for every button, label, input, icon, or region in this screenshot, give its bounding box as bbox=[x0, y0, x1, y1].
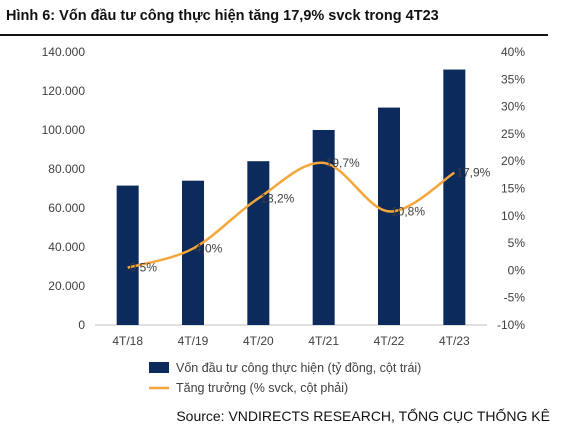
growth-point-label: 17,9% bbox=[456, 166, 490, 180]
bar bbox=[182, 180, 204, 325]
left-tick-label: 40.000 bbox=[48, 240, 85, 254]
left-tick-label: 100.000 bbox=[42, 123, 86, 137]
right-tick-label: 40% bbox=[501, 45, 525, 59]
right-tick-label: 30% bbox=[501, 100, 525, 114]
right-axis: -10% -5% 0% 5% 10% 15% 20% 25% 30% 35% 40% bbox=[497, 45, 525, 332]
left-tick-label: 140.000 bbox=[42, 45, 86, 59]
left-tick-label: 120.000 bbox=[42, 84, 86, 98]
growth-point-label: 13,2% bbox=[260, 191, 294, 205]
growth-point-label: 4,0% bbox=[195, 242, 223, 256]
bar bbox=[378, 107, 400, 325]
right-tick-label: 35% bbox=[501, 72, 525, 86]
category-labels: 4T/18 4T/19 4T/20 4T/21 4T/22 4T/23 bbox=[112, 334, 470, 348]
bar bbox=[443, 69, 466, 325]
growth-point-label: 0,5% bbox=[130, 261, 158, 275]
growth-point-label: 10,8% bbox=[391, 204, 425, 218]
title-rule bbox=[0, 34, 548, 36]
growth-point-label: 19,7% bbox=[326, 156, 360, 170]
left-axis: 0 20.000 40.000 60.000 80.000 100.000 120.000 1… bbox=[42, 45, 86, 332]
growth-line bbox=[127, 161, 456, 269]
category-label: 4T/23 bbox=[439, 334, 470, 348]
right-tick-label: 20% bbox=[501, 154, 525, 168]
left-tick-label: 80.000 bbox=[48, 162, 85, 176]
category-label: 4T/20 bbox=[243, 334, 274, 348]
bar bbox=[116, 185, 139, 325]
legend-line-label: Tăng trưởng (% svck, cột phải) bbox=[176, 381, 348, 395]
bar bbox=[312, 130, 335, 325]
source-note: Source: VNDIRECTS RESEARCH, TỔNG CỤC THỐ… bbox=[176, 408, 550, 424]
category-label: 4T/21 bbox=[308, 334, 339, 348]
legend: Vốn đầu tư công thực hiện (tỷ đồng, cột … bbox=[149, 361, 421, 395]
right-tick-label: 5% bbox=[508, 236, 526, 250]
combo-chart: 0 20.000 40.000 60.000 80.000 100.000 120.000 1… bbox=[42, 45, 526, 395]
bar-series bbox=[116, 69, 466, 325]
right-tick-label: 15% bbox=[501, 182, 525, 196]
category-label: 4T/18 bbox=[112, 334, 143, 348]
figure-title: Hình 6: Vốn đầu tư công thực hiện tăng 1… bbox=[6, 8, 439, 24]
growth-labels: 0,5% 4,0% 13,2% 19,7% 10,8% 17,9% bbox=[130, 156, 491, 275]
category-label: 4T/19 bbox=[178, 334, 209, 348]
bar bbox=[247, 161, 270, 325]
right-tick-label: 0% bbox=[508, 263, 526, 277]
category-label: 4T/22 bbox=[374, 334, 405, 348]
right-tick-label: -5% bbox=[504, 291, 526, 305]
left-tick-label: 20.000 bbox=[48, 279, 85, 293]
legend-bar-label: Vốn đầu tư công thực hiện (tỷ đồng, cột … bbox=[176, 361, 421, 375]
right-tick-label: 10% bbox=[501, 209, 525, 223]
right-tick-label: -10% bbox=[497, 318, 525, 332]
right-tick-label: 25% bbox=[501, 127, 525, 141]
legend-bar-swatch bbox=[149, 362, 169, 373]
left-tick-label: 60.000 bbox=[48, 201, 85, 215]
left-tick-label: 0 bbox=[78, 318, 85, 332]
